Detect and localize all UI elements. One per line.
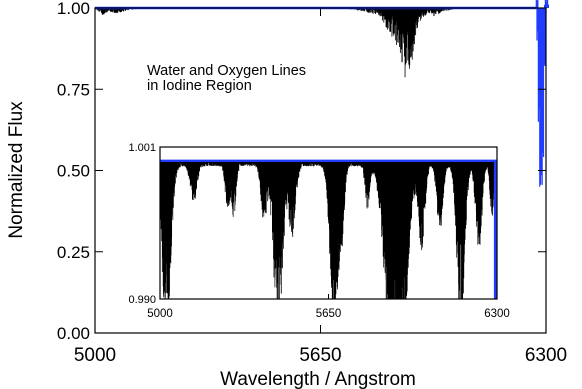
annotation-line-2: in Iodine Region xyxy=(147,78,252,94)
inset-background xyxy=(118,142,514,320)
y-tick-label: 0.75 xyxy=(57,80,90,99)
main-plot-panel: 5000 5650 6300 0.00 0.25 0.50 0.75 1.00 Water a… xyxy=(6,0,567,389)
y-tick-label: 0.00 xyxy=(57,324,90,343)
x-tick-label: 5650 xyxy=(299,345,341,366)
inset-x-tick-label: 5000 xyxy=(147,308,173,320)
annotation-line-1: Water and Oxygen Lines xyxy=(147,63,306,79)
main-axis-ticks: 5000 5650 6300 0.00 0.25 0.50 0.75 1.00 xyxy=(57,0,567,366)
inset-y-tick-label: 1.001 xyxy=(128,142,156,154)
inset-x-tick-label: 6300 xyxy=(484,308,510,320)
inset-x-tick-label: 5650 xyxy=(316,308,342,320)
inset-plot-panel: 5000 5650 6300 0.990 1.001 xyxy=(118,142,514,320)
x-tick-label: 6300 xyxy=(525,345,567,366)
x-axis-title: Wavelength / Angstrom xyxy=(220,369,416,389)
inset-axis-ticks: 5000 5650 6300 0.990 1.001 xyxy=(128,142,509,320)
y-tick-label: 1.00 xyxy=(57,0,90,18)
y-axis-title: Normalized Flux xyxy=(6,101,27,239)
inset-y-tick-label: 0.990 xyxy=(128,294,156,306)
y-tick-label: 0.25 xyxy=(57,243,90,262)
inset-continuum-edge xyxy=(493,160,497,299)
y-tick-label: 0.50 xyxy=(57,162,90,181)
x-tick-label: 5000 xyxy=(74,345,116,366)
